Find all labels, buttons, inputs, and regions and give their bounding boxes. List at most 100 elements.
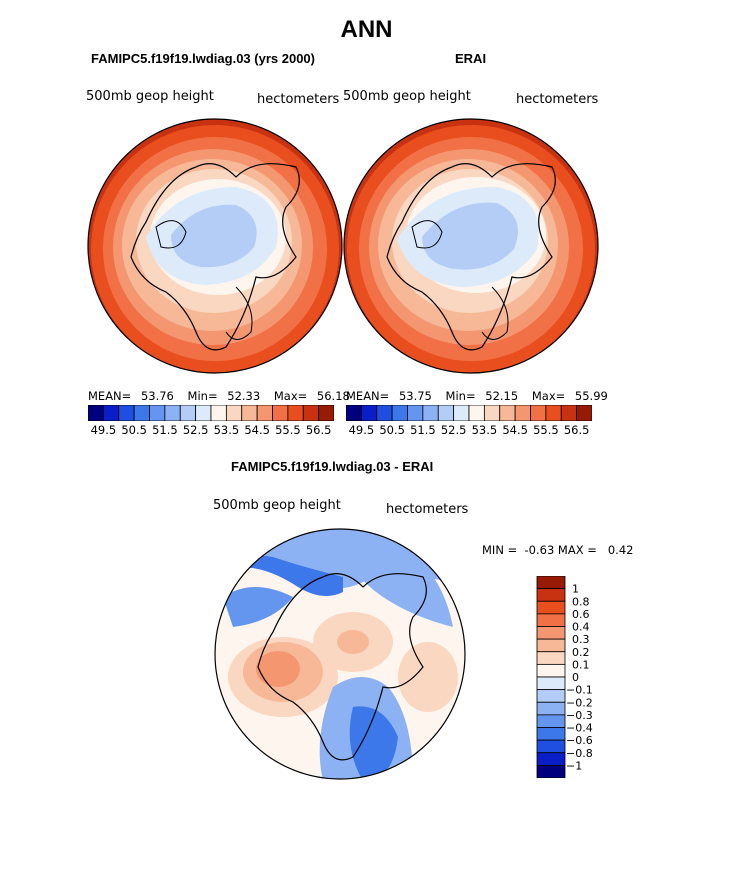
obs-min-value: 52.15 — [485, 389, 519, 403]
colorbar-swatch — [422, 405, 439, 421]
contour-band-525 — [422, 202, 518, 270]
coastline — [386, 163, 556, 351]
colorbar-tick-label: 0.4 — [572, 621, 590, 634]
colorbar-tick-label: 50.5 — [121, 423, 147, 437]
colorbar-swatch — [453, 405, 470, 421]
colorbar-swatch — [302, 405, 320, 421]
model-units-label: hectometers — [257, 92, 340, 107]
difference-colorbar — [536, 576, 566, 778]
obs-units-label: hectometers — [516, 92, 599, 107]
difference-units-label: hectometers — [386, 502, 469, 517]
colorbar-tick-label: 50.5 — [379, 423, 405, 437]
colorbar-tick-label: 1 — [572, 583, 579, 596]
colorbar-swatch — [210, 405, 227, 421]
colorbar-tick-label: 0.2 — [572, 646, 590, 659]
obs-mean-value: 53.75 — [398, 389, 432, 403]
model-polar-map — [87, 118, 343, 374]
model-stats: MEAN= 53.76 Min= 52.33 Max= 56.18 — [88, 389, 350, 403]
obs-variable-label: 500mb geop height — [343, 89, 471, 104]
coastline-scandinavia — [481, 286, 509, 340]
colorbar-swatch — [256, 405, 273, 421]
difference-colorbar-labels: 10.80.60.40.30.20.10−0.1−0.2−0.3−0.4−0.6… — [566, 583, 593, 773]
obs-panel-title: ERAI — [455, 51, 487, 66]
colorbar-tick-label: 55.5 — [275, 423, 301, 437]
colorbar-swatch — [536, 638, 566, 653]
coastline-scandinavia — [225, 286, 253, 340]
difference-stats: MIN = -0.63 MAX = 0.42 — [482, 543, 634, 557]
colorbar-tick-label: 49.5 — [349, 423, 375, 437]
colorbar-swatch — [287, 405, 304, 421]
colorbar-swatch — [536, 727, 566, 741]
colorbar-tick-label: −0.3 — [566, 709, 593, 722]
obs-mean-label: MEAN= — [346, 389, 390, 403]
colorbar-tick-label: −0.1 — [566, 684, 593, 697]
colorbar-tick-label: −1 — [566, 759, 582, 772]
colorbar-tick-label: 51.5 — [410, 423, 436, 437]
colorbar-swatch — [536, 714, 566, 728]
colorbar-swatch — [391, 405, 408, 421]
colorbar-swatch — [346, 405, 362, 421]
colorbar-tick-label: 52.5 — [441, 423, 467, 437]
colorbar-swatch — [468, 405, 485, 421]
coastline-greenland — [155, 220, 187, 249]
model-mean-label: MEAN= — [88, 389, 132, 403]
model-panel-title: FAMIPC5.f19f19.lwdiag.03 (yrs 2000) — [91, 51, 315, 66]
colorbar-swatch — [536, 701, 566, 716]
colorbar-tick-label: 0.8 — [572, 595, 590, 608]
colorbar-swatch — [514, 405, 531, 421]
colorbar-swatch — [536, 613, 566, 627]
obs-polar-map — [343, 118, 599, 374]
colorbar-tick-label: −0.2 — [566, 696, 593, 709]
colorbar-swatch — [164, 405, 181, 421]
colorbar-swatch — [360, 405, 378, 421]
colorbar-tick-label: −0.6 — [566, 734, 593, 747]
model-min-label: Min= — [187, 389, 218, 403]
obs-max-label: Max= — [531, 389, 566, 403]
model-mean-value: 53.76 — [140, 389, 174, 403]
coastline — [130, 163, 300, 351]
colorbar-tick-label: −0.4 — [566, 722, 593, 735]
obs-min-label: Min= — [445, 389, 476, 403]
difference-variable-label: 500mb geop height — [213, 498, 341, 513]
colorbar-swatch — [133, 405, 150, 421]
colorbar-tick-label: 55.5 — [533, 423, 559, 437]
colorbar-swatch — [499, 405, 516, 421]
colorbar-swatch — [179, 405, 197, 421]
colorbar-tick-label: 53.5 — [472, 423, 498, 437]
model-colorbar-labels: 49.5 50.5 51.5 52.5 53.5 54.5 55.5 56.5 — [91, 423, 332, 437]
colorbar-tick-label: 56.5 — [306, 423, 332, 437]
colorbar-swatch — [241, 405, 258, 421]
obs-colorbar — [346, 405, 592, 421]
coastline — [257, 573, 427, 761]
colorbar-tick-label: 53.5 — [214, 423, 240, 437]
colorbar-tick-label: 0.6 — [572, 608, 590, 621]
colorbar-tick-label: −0.8 — [566, 747, 593, 760]
colorbar-swatch — [536, 576, 566, 590]
colorbar-tick-label: 0.1 — [572, 658, 590, 671]
colorbar-swatch — [536, 626, 566, 640]
figure-title: ANN — [340, 16, 393, 43]
colorbar-tick-label: 56.5 — [564, 423, 590, 437]
colorbar-swatch — [272, 405, 289, 421]
colorbar-swatch — [545, 405, 562, 421]
contour-band-525 — [171, 204, 257, 268]
colorbar-swatch — [225, 405, 243, 421]
colorbar-swatch — [102, 405, 120, 421]
colorbar-swatch — [437, 405, 455, 421]
colorbar-tick-label: 49.5 — [91, 423, 117, 437]
colorbar-swatch — [536, 739, 566, 754]
colorbar-swatch — [318, 405, 334, 421]
model-colorbar — [88, 405, 334, 421]
obs-stats: MEAN= 53.75 Min= 52.15 Max= 55.99 — [346, 389, 608, 403]
colorbar-swatch — [88, 405, 104, 421]
colorbar-swatch — [536, 752, 566, 766]
difference-polar-map — [214, 528, 466, 780]
model-min-value: 52.33 — [227, 389, 261, 403]
colorbar-swatch — [149, 405, 166, 421]
coastline-greenland — [411, 220, 443, 249]
obs-max-value: 55.99 — [574, 389, 608, 403]
colorbar-swatch — [195, 405, 212, 421]
model-max-value: 56.18 — [316, 389, 350, 403]
colorbar-swatch — [536, 764, 566, 778]
colorbar-tick-label: 0.3 — [572, 633, 590, 646]
